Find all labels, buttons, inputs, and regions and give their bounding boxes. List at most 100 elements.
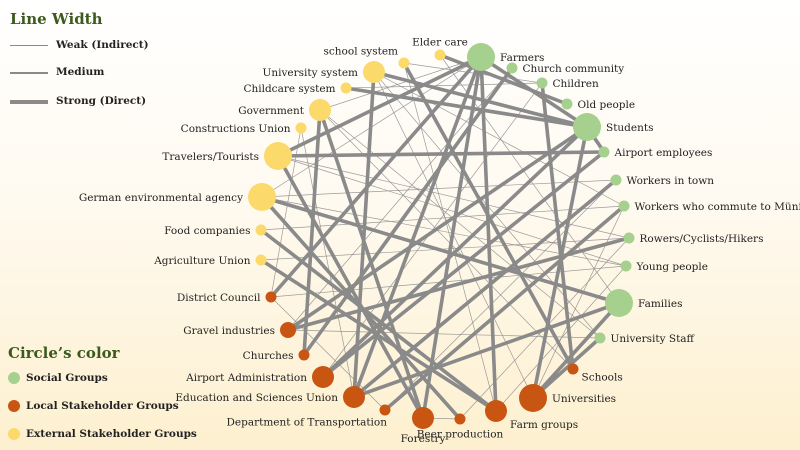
node-universities[interactable] [519, 384, 547, 412]
legend-strong-label: Strong (Direct) [56, 95, 147, 107]
label-children: Children [553, 78, 599, 90]
edge-farmers-travelers [276, 55, 483, 158]
label-construnion: Constructions Union [181, 123, 291, 135]
node-government[interactable] [309, 99, 331, 121]
label-eldercare: Elder care [412, 37, 468, 49]
node-farmgroups[interactable] [485, 400, 507, 422]
edge-travelers-forestry [276, 154, 425, 420]
node-district[interactable] [265, 291, 277, 303]
label-schoolsystem: school system [324, 46, 399, 58]
edge-german-workerstown [261, 179, 617, 198]
strong-line-sample [10, 100, 48, 104]
edge-children-airportadmin [322, 82, 543, 378]
node-transport[interactable] [379, 404, 391, 416]
node-gravel[interactable] [280, 322, 296, 338]
node-childcare[interactable] [340, 82, 352, 94]
edge-government-churches [302, 108, 322, 357]
node-commuters[interactable] [618, 200, 630, 212]
edge-german-families [260, 195, 621, 305]
edge-unisystem-education [352, 70, 376, 399]
medium-line-sample [10, 72, 48, 74]
node-schoolsystem[interactable] [398, 57, 410, 69]
node-churches[interactable] [298, 349, 310, 361]
node-agriunion[interactable] [255, 254, 267, 266]
edge-agriunion-rowers [260, 237, 630, 261]
label-old: Old people [578, 99, 636, 111]
edge-farmers-forestry [421, 55, 483, 420]
node-food[interactable] [255, 224, 267, 236]
edge-children-schoolsystem [403, 62, 543, 84]
label-gravel: Gravel industries [183, 325, 275, 337]
label-forestry: Forestry [401, 433, 446, 445]
edge-airportemp-airportadmin [321, 150, 606, 379]
edge-families-universities [531, 301, 621, 400]
label-workerstown: Workers in town [627, 175, 715, 187]
node-construnion[interactable] [295, 122, 307, 134]
node-travelers[interactable] [264, 142, 292, 170]
node-unisystem[interactable] [363, 61, 385, 83]
label-families: Families [638, 298, 682, 310]
node-workerstown[interactable] [610, 174, 622, 186]
label-rowers: Rowers/Cyclists/Hikers [640, 233, 764, 245]
node-airportadmin[interactable] [312, 366, 334, 388]
label-churches: Churches [243, 350, 294, 362]
node-german[interactable] [248, 183, 276, 211]
label-farmers: Farmers [500, 52, 544, 64]
edge-german-farmers [261, 56, 482, 198]
node-children[interactable] [536, 77, 548, 89]
node-farmers[interactable] [467, 43, 495, 71]
edge-unisystem-commuters [373, 71, 625, 207]
node-schools[interactable] [567, 363, 579, 375]
label-agriunion: Agriculture Union [153, 255, 251, 267]
edge-travelers-rowers [277, 155, 630, 239]
edge-government-farmers [319, 56, 482, 111]
external-dot-icon [8, 428, 20, 440]
social-dot-icon [8, 372, 20, 384]
node-rowers[interactable] [623, 232, 635, 244]
node-beer[interactable] [454, 413, 466, 425]
label-childcare: Childcare system [243, 83, 335, 95]
node-families[interactable] [605, 289, 633, 317]
edge-agriunion-farmgroups [259, 258, 498, 413]
node-airportemp[interactable] [598, 146, 610, 158]
edge-church-churches [302, 66, 514, 357]
edge-commuters-transport [383, 204, 626, 412]
label-universities: Universities [552, 393, 616, 405]
node-unistaff[interactable] [594, 332, 606, 344]
label-church: Church community [523, 63, 625, 75]
edge-district-young [270, 265, 627, 298]
label-young: Young people [636, 261, 708, 273]
edge-government-schools [319, 109, 574, 370]
node-church[interactable] [506, 62, 518, 74]
label-unistaff: University Staff [611, 333, 696, 345]
edge-students-gravel [286, 125, 589, 332]
legend-weak-label: Weak (Indirect) [56, 39, 149, 51]
legend-external-label: External Stakeholder Groups [26, 428, 197, 440]
edge-schoolsystem-schools [402, 61, 575, 371]
edge-unistaff-gravel [287, 329, 601, 339]
weak-line-sample [10, 45, 48, 46]
label-government: Government [238, 105, 305, 117]
edge-old-eldercare [438, 53, 569, 106]
label-food: Food companies [164, 225, 250, 237]
edge-unistaff-universities [531, 336, 602, 400]
edge-government-unistaff [319, 109, 601, 339]
edge-travelers-young [277, 155, 627, 267]
node-eldercare[interactable] [434, 49, 446, 61]
edge-food-commuters [260, 205, 625, 231]
node-students[interactable] [573, 113, 601, 141]
node-forestry[interactable] [412, 407, 434, 429]
edge-rowers-beer [459, 237, 630, 420]
legend-local-label: Local Stakeholder Groups [26, 400, 179, 412]
label-district: District Council [177, 292, 261, 304]
edge-church-gravel [287, 67, 513, 331]
label-schools: Schools [582, 372, 623, 384]
edge-eldercare-families [439, 54, 620, 304]
node-education[interactable] [343, 386, 365, 408]
label-transport: Department of Transportation [226, 417, 387, 429]
node-young[interactable] [620, 260, 632, 272]
edge-farmers-farmgroups [479, 55, 498, 413]
node-old[interactable] [561, 98, 573, 110]
edge-food-farmgroups [259, 228, 498, 413]
